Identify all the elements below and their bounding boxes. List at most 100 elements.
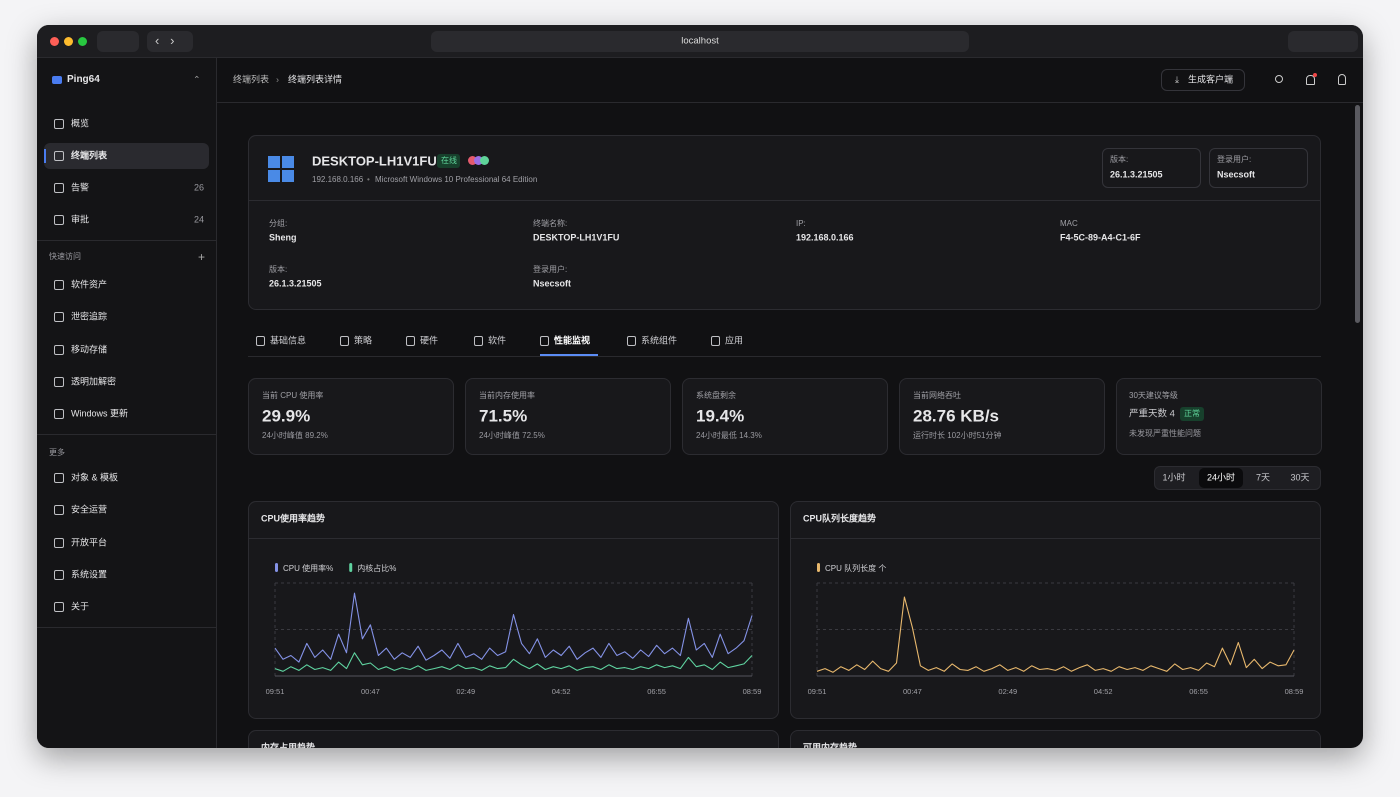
nav-icon	[54, 312, 64, 322]
range-button[interactable]: 30天	[1290, 472, 1310, 483]
nav-icon	[54, 505, 64, 515]
nav-item[interactable]: 审批	[71, 214, 90, 225]
tab[interactable]: 策略	[354, 335, 373, 346]
device-name: DESKTOP-LH1V1FU	[312, 153, 437, 169]
section-title: 更多	[49, 448, 65, 457]
bell-icon[interactable]	[1306, 75, 1315, 85]
x-tick-label: 06:55	[1189, 687, 1208, 696]
legend-label: CPU 队列长度 个	[825, 563, 886, 573]
stat-value: 19.4%	[696, 406, 745, 426]
nav-buttons[interactable]: ‹ ›	[147, 31, 193, 52]
address-bar[interactable]	[431, 31, 969, 52]
user-icon[interactable]	[1338, 74, 1346, 85]
field-value: 192.168.0.166	[796, 232, 854, 243]
panel-title: 可用内存趋势	[803, 742, 858, 748]
nav-icon	[54, 215, 64, 225]
x-tick-label: 08:59	[1285, 687, 1304, 696]
nav-item[interactable]: 系统设置	[71, 569, 108, 580]
add-button[interactable]: +	[198, 250, 206, 264]
range-button[interactable]: 1小时	[1162, 472, 1186, 483]
status-badge	[437, 154, 460, 168]
nav-item[interactable]: 概览	[71, 118, 90, 129]
range-button[interactable]: 24小时	[1206, 472, 1236, 483]
tab[interactable]: 性能监视	[554, 335, 591, 346]
field-value: F4-5C-89-A4-C1-6F	[1060, 232, 1141, 243]
close-button[interactable]	[50, 37, 59, 46]
legend-swatch	[349, 563, 353, 572]
nav-icon	[54, 602, 64, 612]
x-tick-label: 09:51	[266, 687, 285, 696]
stat-card	[248, 378, 454, 455]
tab[interactable]: 硬件	[420, 335, 439, 346]
nav-item[interactable]: 软件资产	[71, 279, 108, 290]
chart-header-divider	[790, 538, 1321, 539]
level-badge	[1180, 407, 1204, 421]
breadcrumb-separator: ›	[276, 74, 279, 85]
generate-client-button[interactable]	[1161, 69, 1245, 91]
info-label: 登录用户:	[1217, 155, 1252, 164]
breadcrumb[interactable]: 终端列表	[233, 74, 270, 85]
field-value: Sheng	[269, 232, 297, 243]
zoom-button[interactable]	[78, 37, 87, 46]
nav-item[interactable]: 告警	[71, 182, 90, 193]
nav-item[interactable]: 开放平台	[71, 537, 108, 548]
device-card	[248, 135, 1321, 310]
device-ip: 192.168.0.166	[312, 175, 364, 184]
tab[interactable]: 基础信息	[270, 335, 307, 346]
range-button[interactable]: 7天	[1255, 472, 1271, 483]
x-tick-label: 02:49	[456, 687, 475, 696]
brand-switch[interactable]: ⌃	[193, 74, 201, 85]
minimize-button[interactable]	[64, 37, 73, 46]
search-icon[interactable]	[1275, 75, 1283, 83]
tag-dot	[474, 156, 483, 165]
nav-icon	[54, 473, 64, 483]
chart: 09:51 00:47 02:49 04:52 06:55 08:59 CPU 队列长度 个	[808, 563, 1304, 696]
header-divider	[217, 102, 1363, 103]
nav-item[interactable]: 安全运营	[71, 504, 108, 515]
tag-dot	[480, 156, 489, 165]
nav-item[interactable]: 终端列表	[71, 150, 108, 161]
field-label: 版本:	[269, 265, 288, 274]
series-line	[816, 596, 1295, 673]
toolbar-actions[interactable]	[1288, 31, 1358, 52]
tab-icon	[540, 336, 549, 346]
stat-value: 71.5%	[479, 406, 528, 426]
tab[interactable]: 软件	[488, 335, 507, 346]
stat-sub: 24小时峰值 72.5%	[479, 431, 545, 440]
stat-card	[682, 378, 888, 455]
nav-item[interactable]: 透明加解密	[71, 376, 117, 387]
tab-icon	[256, 336, 265, 346]
nav-item[interactable]: Windows 更新	[71, 408, 129, 419]
generate-client-label[interactable]: 生成客户端	[1188, 74, 1234, 85]
stat-sub: 运行时长 102小时51分钟	[913, 431, 1002, 440]
sidebar-toggle[interactable]	[97, 31, 139, 52]
x-tick-label: 06:55	[647, 687, 666, 696]
nav-icon	[54, 538, 64, 548]
tab-icon	[627, 336, 636, 346]
stat-value: 29.9%	[262, 406, 311, 426]
scrollbar[interactable]	[1355, 105, 1360, 323]
chart-header-divider	[248, 538, 779, 539]
x-tick-label: 00:47	[903, 687, 922, 696]
status-text: 在线	[441, 156, 457, 165]
nav-item[interactable]: 关于	[71, 601, 90, 612]
sidebar-divider	[37, 240, 217, 241]
nav-item[interactable]: 移动存储	[71, 344, 108, 355]
field-value: DESKTOP-LH1V1FU	[533, 232, 620, 243]
field-label: 终端名称:	[533, 219, 568, 228]
windows-logo	[282, 156, 294, 168]
tab[interactable]: 系统组件	[641, 335, 678, 346]
info-badge	[1102, 148, 1201, 188]
nav-item[interactable]: 泄密追踪	[71, 311, 108, 322]
stat-label: 当前网络吞吐	[913, 391, 961, 400]
device-divider	[248, 200, 1321, 201]
tab[interactable]: 应用	[725, 335, 744, 346]
stat-label: 当前内存使用率	[479, 391, 535, 400]
chart-title: CPU队列长度趋势	[803, 513, 877, 524]
level-note: 未发现严重性能问题	[1129, 429, 1201, 438]
chart-card	[248, 730, 779, 748]
x-tick-label: 08:59	[743, 687, 762, 696]
nav-item[interactable]: 对象 & 模板	[71, 472, 119, 483]
stat-sub: 24小时峰值 89.2%	[262, 431, 328, 440]
